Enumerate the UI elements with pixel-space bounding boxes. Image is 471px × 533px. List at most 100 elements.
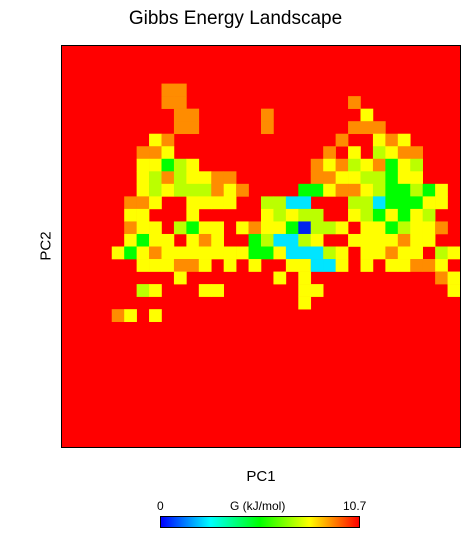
heatmap-cell xyxy=(435,259,448,272)
heatmap-cell xyxy=(173,259,187,272)
heatmap-cell xyxy=(397,183,411,197)
heatmap-cell xyxy=(124,208,137,222)
heatmap-plot-area xyxy=(61,45,461,448)
heatmap-cell xyxy=(447,271,460,285)
heatmap-cell xyxy=(248,221,262,235)
heatmap-cell xyxy=(397,208,411,222)
heatmap-cell xyxy=(136,246,150,260)
heatmap-cell xyxy=(173,171,187,185)
heatmap-cell xyxy=(273,271,287,285)
heatmap-cell xyxy=(298,233,312,247)
heatmap-cell xyxy=(211,233,224,247)
heatmap-cell xyxy=(211,171,224,185)
heatmap-cell xyxy=(385,246,399,260)
heatmap-cell xyxy=(335,171,349,185)
heatmap-cell xyxy=(360,196,374,210)
heatmap-cell xyxy=(435,271,448,285)
heatmap-cell xyxy=(198,259,212,272)
colorbar xyxy=(160,516,360,528)
heatmap-cell xyxy=(348,196,361,210)
heatmap-cell xyxy=(198,284,212,297)
heatmap-cell xyxy=(285,208,299,222)
heatmap-cell xyxy=(310,259,324,272)
heatmap-cell xyxy=(298,259,312,272)
heatmap-cell xyxy=(372,121,386,135)
heatmap-cell xyxy=(310,183,324,197)
heatmap-cell xyxy=(323,146,336,160)
heatmap-cell xyxy=(211,196,224,210)
heatmap-cell xyxy=(136,221,150,235)
heatmap-cell xyxy=(397,259,411,272)
heatmap-cell xyxy=(223,246,237,260)
heatmap-cell xyxy=(335,246,349,260)
heatmap-cell xyxy=(298,271,312,285)
heatmap-cell xyxy=(211,284,224,297)
heatmap-cell xyxy=(397,233,411,247)
heatmap-cell xyxy=(173,158,187,172)
heatmap-cell xyxy=(261,196,274,210)
heatmap-cell xyxy=(310,171,324,185)
heatmap-cell xyxy=(422,196,436,210)
heatmap-cell xyxy=(236,246,249,260)
heatmap-cell xyxy=(173,183,187,197)
heatmap-cell xyxy=(124,221,137,235)
colorbar-min-label: 0 xyxy=(157,499,164,513)
heatmap-cell xyxy=(186,259,200,272)
heatmap-cell xyxy=(136,208,150,222)
heatmap-cell xyxy=(410,221,423,235)
heatmap-cell xyxy=(198,246,212,260)
heatmap-cell xyxy=(348,146,361,160)
heatmap-cell xyxy=(186,208,200,222)
heatmap-cell xyxy=(385,158,399,172)
heatmap-cell xyxy=(372,158,386,172)
heatmap-cell xyxy=(360,208,374,222)
heatmap-cell xyxy=(385,221,399,235)
heatmap-cell xyxy=(447,246,460,260)
heatmap-cell xyxy=(149,171,162,185)
heatmap-cell xyxy=(422,233,436,247)
heatmap-cell xyxy=(385,259,399,272)
heatmap-cell xyxy=(223,183,237,197)
heatmap-cell xyxy=(372,246,386,260)
heatmap-cell xyxy=(261,208,274,222)
heatmap-cell xyxy=(211,246,224,260)
heatmap-cell xyxy=(136,284,150,297)
heatmap-cell xyxy=(136,171,150,185)
heatmap-cell xyxy=(186,221,200,235)
heatmap-cell xyxy=(236,183,249,197)
heatmap-cell xyxy=(323,221,336,235)
heatmap-cell xyxy=(385,146,399,160)
heatmap-cell xyxy=(385,196,399,210)
heatmap-cell xyxy=(385,171,399,185)
heatmap-cell xyxy=(397,246,411,260)
heatmap-cell xyxy=(161,146,175,160)
heatmap-cell xyxy=(410,233,423,247)
heatmap-cell xyxy=(397,221,411,235)
heatmap-cell xyxy=(136,259,150,272)
heatmap-cell xyxy=(360,108,374,122)
heatmap-cell xyxy=(323,171,336,185)
heatmap-cell xyxy=(149,284,162,297)
heatmap-cell xyxy=(211,183,224,197)
heatmap-cell xyxy=(124,233,137,247)
heatmap-cell xyxy=(261,246,274,260)
heatmap-cell xyxy=(198,196,212,210)
heatmap-cell xyxy=(261,108,274,122)
heatmap-cell xyxy=(348,171,361,185)
heatmap-cell xyxy=(335,158,349,172)
heatmap-cell xyxy=(348,158,361,172)
heatmap-cell xyxy=(323,259,336,272)
heatmap-cell xyxy=(248,233,262,247)
heatmap-cell xyxy=(410,158,423,172)
heatmap-cell xyxy=(323,246,336,260)
heatmap-cell xyxy=(335,183,349,197)
heatmap-cell xyxy=(161,83,175,97)
heatmap-cell xyxy=(111,246,125,260)
heatmap-cell xyxy=(149,259,162,272)
heatmap-cell xyxy=(261,121,274,135)
heatmap-cell xyxy=(298,183,312,197)
heatmap-cell xyxy=(410,246,423,260)
heatmap-cell xyxy=(111,309,125,322)
chart-title: Gibbs Energy Landscape xyxy=(128,8,343,29)
heatmap-cell xyxy=(198,221,212,235)
